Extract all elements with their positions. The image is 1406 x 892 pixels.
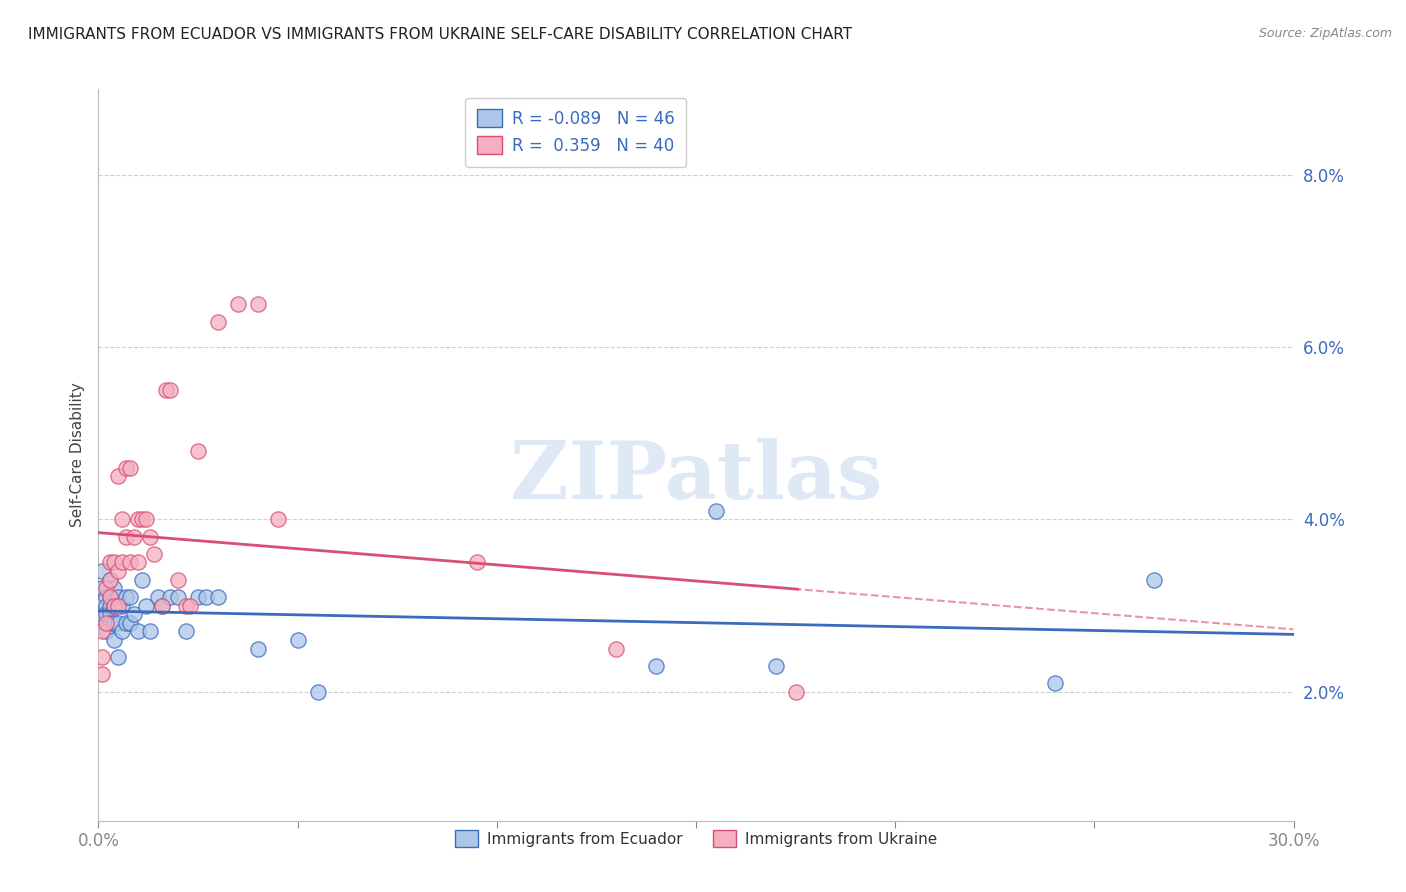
Point <box>96 607 118 621</box>
Point <box>150 599 173 613</box>
Point <box>785 684 807 698</box>
Point <box>120 460 142 475</box>
Point <box>91 624 114 639</box>
Point <box>98 607 122 621</box>
Point <box>107 615 129 630</box>
Point <box>765 658 787 673</box>
Point <box>115 460 138 475</box>
Text: Source: ZipAtlas.com: Source: ZipAtlas.com <box>1258 27 1392 40</box>
Text: IMMIGRANTS FROM ECUADOR VS IMMIGRANTS FROM UKRAINE SELF-CARE DISABILITY CORRELAT: IMMIGRANTS FROM ECUADOR VS IMMIGRANTS FR… <box>28 27 852 42</box>
Point <box>179 599 201 613</box>
Point <box>124 530 146 544</box>
Point <box>139 624 162 639</box>
Point <box>98 556 122 570</box>
Point <box>111 512 134 526</box>
Text: ZIPatlas: ZIPatlas <box>510 438 882 516</box>
Point <box>91 582 114 596</box>
Point <box>120 615 142 630</box>
Point <box>465 556 488 570</box>
Point <box>91 667 114 681</box>
Point <box>267 512 290 526</box>
Point <box>246 297 269 311</box>
Point <box>167 573 190 587</box>
Point <box>91 650 114 665</box>
Point <box>143 547 166 561</box>
Point <box>107 650 129 665</box>
Point <box>159 590 181 604</box>
Legend: Immigrants from Ecuador, Immigrants from Ukraine: Immigrants from Ecuador, Immigrants from… <box>449 824 943 854</box>
Point <box>226 297 249 311</box>
Point <box>135 599 157 613</box>
Point <box>127 556 149 570</box>
Point <box>1043 676 1066 690</box>
Point <box>103 632 125 647</box>
Point <box>605 641 627 656</box>
Point <box>96 615 118 630</box>
Point <box>135 512 157 526</box>
Point <box>115 615 138 630</box>
Point <box>159 384 181 398</box>
Point <box>207 314 229 328</box>
Point <box>103 599 125 613</box>
Point <box>187 590 209 604</box>
Point <box>115 530 138 544</box>
Point <box>103 582 125 596</box>
Point <box>98 599 122 613</box>
Point <box>107 564 129 578</box>
Point <box>120 590 142 604</box>
Point <box>155 384 177 398</box>
Point <box>187 443 209 458</box>
Point <box>111 556 134 570</box>
Point <box>111 599 134 613</box>
Point <box>307 684 329 698</box>
Point <box>103 556 125 570</box>
Point <box>645 658 668 673</box>
Point <box>98 590 122 604</box>
Point <box>287 632 309 647</box>
Point <box>115 590 138 604</box>
Point <box>107 590 129 604</box>
Point <box>98 615 122 630</box>
Y-axis label: Self-Care Disability: Self-Care Disability <box>69 383 84 527</box>
Point <box>103 599 125 613</box>
Point <box>107 599 129 613</box>
Point <box>207 590 229 604</box>
Point <box>91 564 114 578</box>
Point <box>167 590 190 604</box>
Point <box>127 512 149 526</box>
Point <box>120 556 142 570</box>
Point <box>124 607 146 621</box>
Point <box>98 573 122 587</box>
Point <box>131 512 153 526</box>
Point <box>246 641 269 656</box>
Point <box>174 624 197 639</box>
Point <box>127 624 149 639</box>
Point <box>91 607 114 621</box>
Point <box>98 573 122 587</box>
Point <box>131 573 153 587</box>
Point <box>174 599 197 613</box>
Point <box>96 599 118 613</box>
Point <box>195 590 218 604</box>
Point <box>148 590 170 604</box>
Point <box>1143 573 1166 587</box>
Point <box>98 590 122 604</box>
Point <box>103 615 125 630</box>
Point <box>96 624 118 639</box>
Point <box>96 582 118 596</box>
Point <box>139 530 162 544</box>
Point <box>96 590 118 604</box>
Point <box>150 599 173 613</box>
Point <box>107 469 129 483</box>
Point <box>704 504 727 518</box>
Point <box>111 624 134 639</box>
